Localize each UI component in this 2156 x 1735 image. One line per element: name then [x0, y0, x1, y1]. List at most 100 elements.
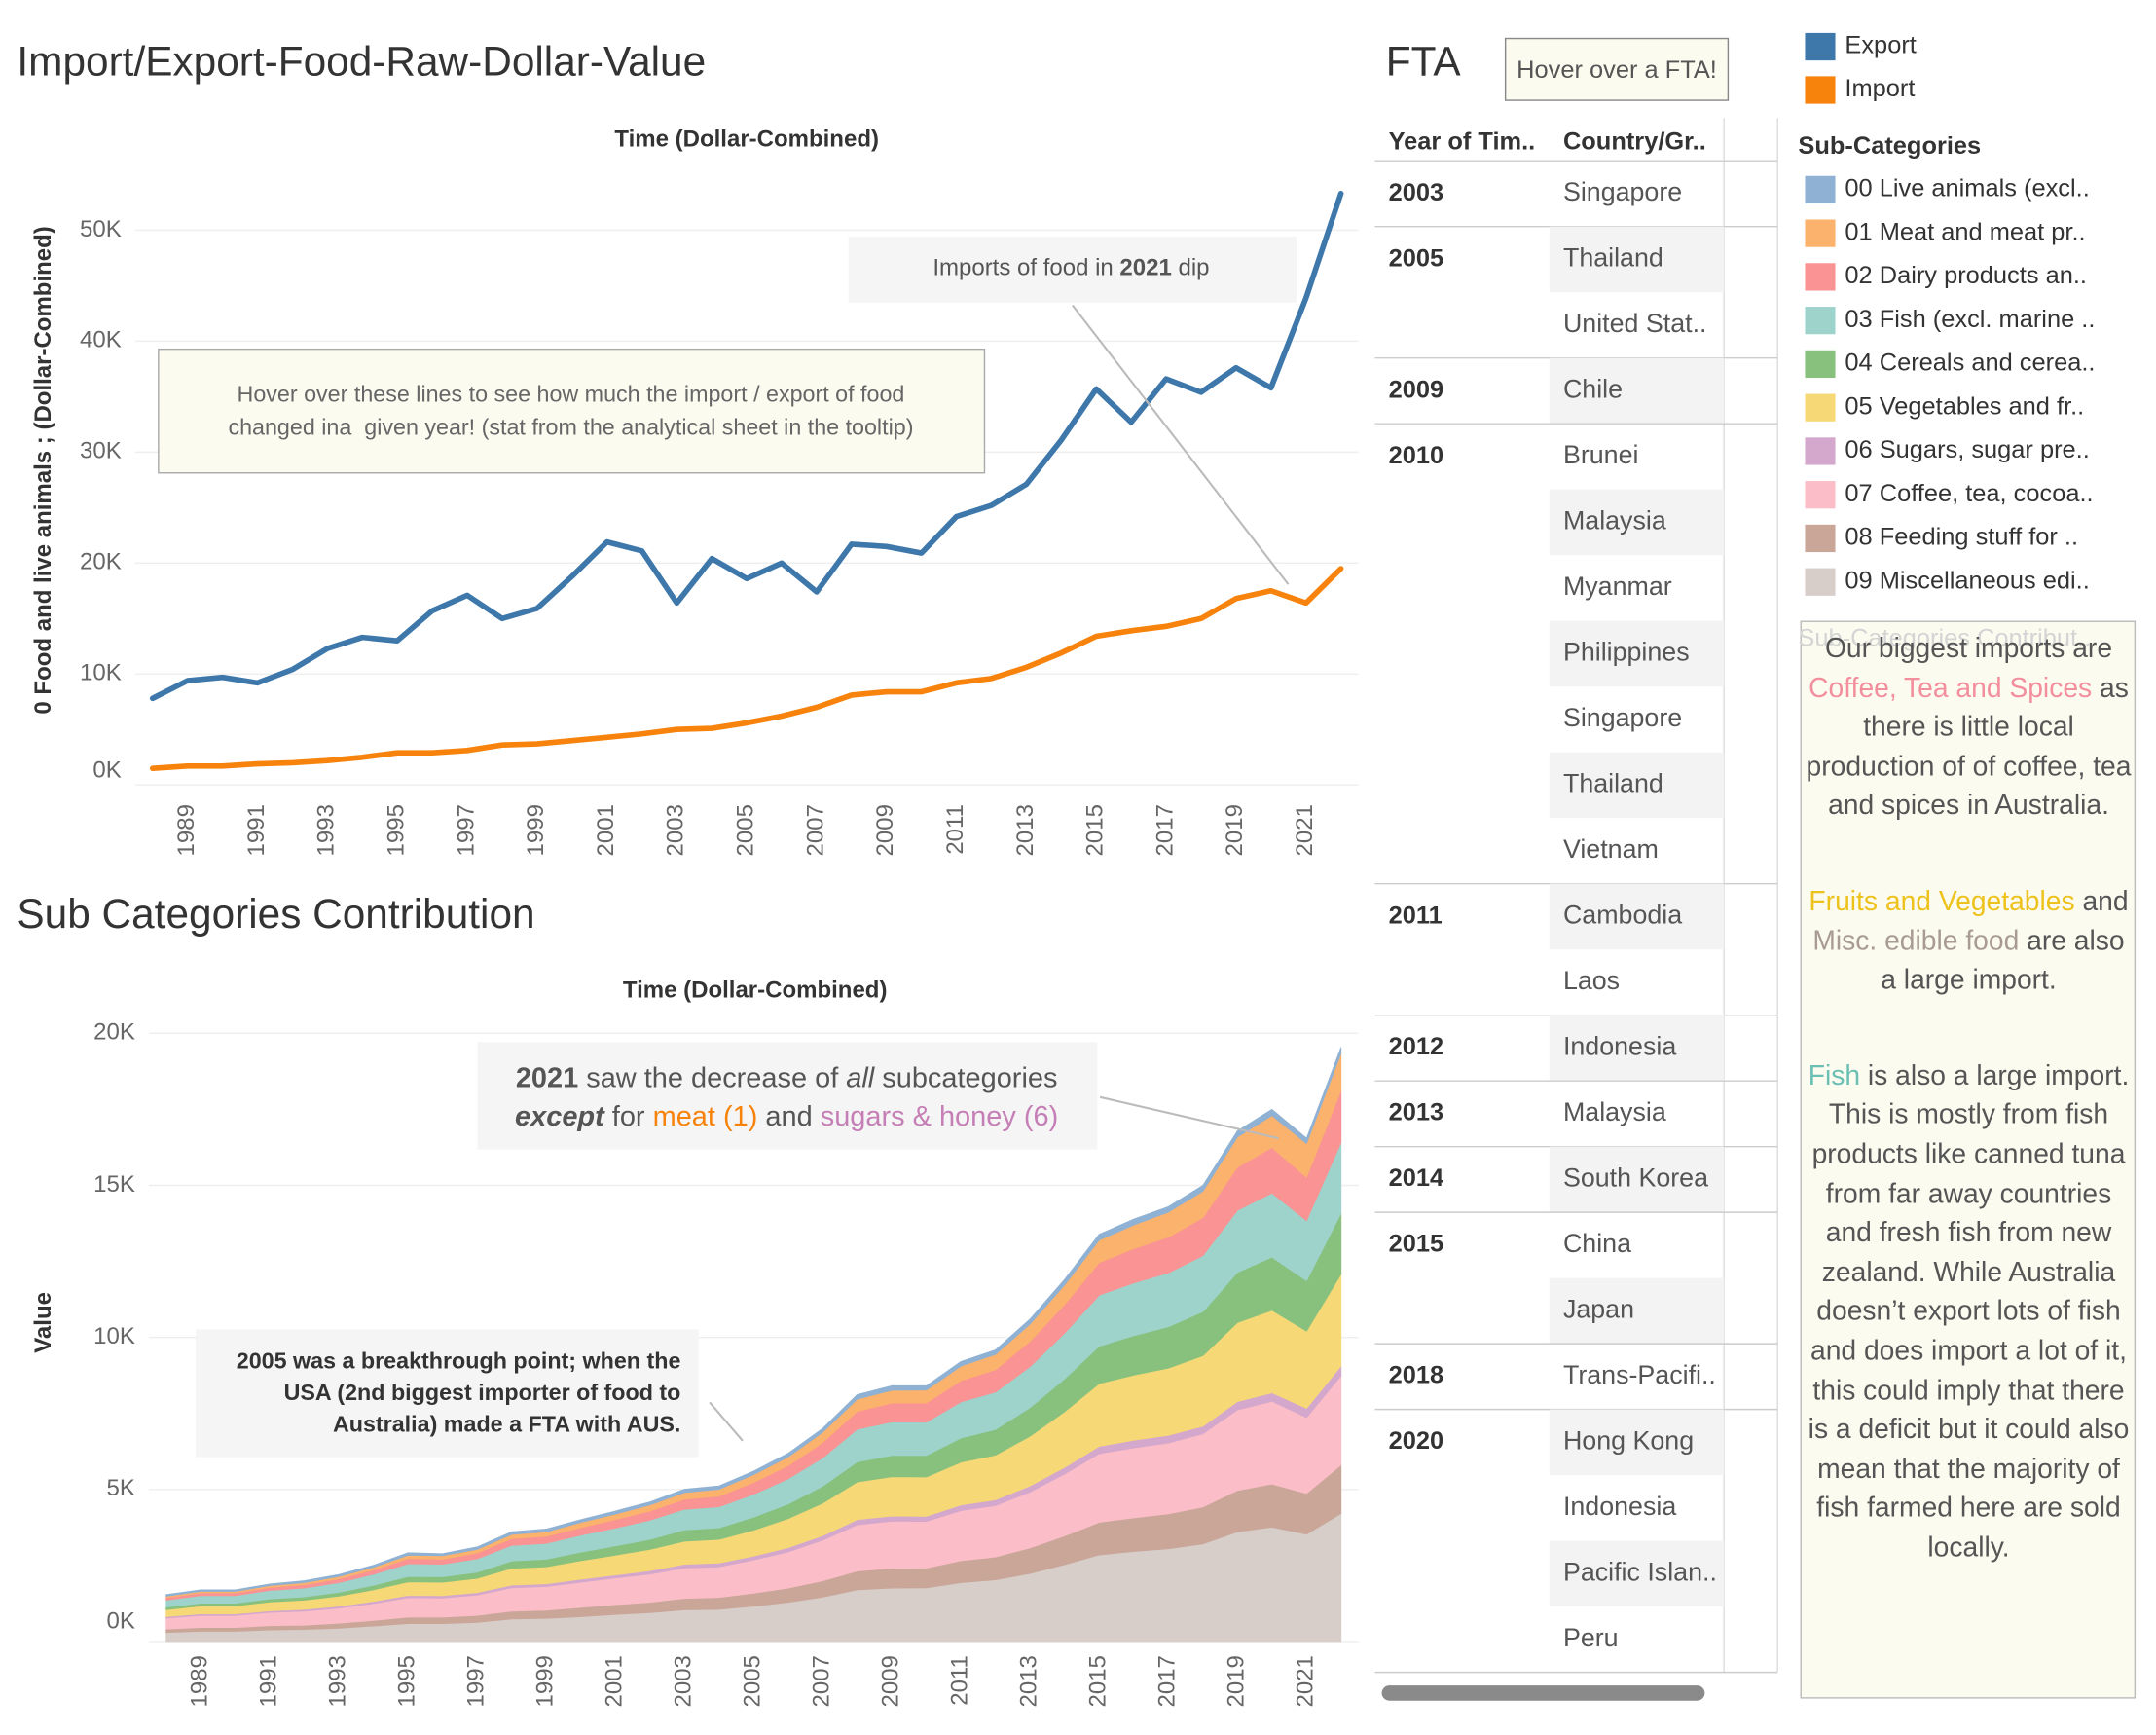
- table-country: Indonesia: [1563, 1492, 1676, 1521]
- x-tick-label: 2001: [602, 1655, 628, 1707]
- notes-box: [1800, 620, 2137, 1699]
- y-axis-title: Value: [30, 1292, 56, 1353]
- x-axis-title: Time (Dollar-Combined): [623, 977, 888, 1003]
- table-row-shade: [1549, 883, 1725, 950]
- table-country: Chile: [1563, 375, 1623, 404]
- chart-title: Import/Export-Food-Raw-Dollar-Value: [17, 39, 706, 85]
- x-tick-label: 2021: [1292, 804, 1318, 856]
- legend-label: 00 Live animals (excl..: [1845, 175, 2089, 203]
- y-tick-label: 5K: [106, 1475, 134, 1501]
- y-tick-label: 20K: [80, 549, 122, 575]
- legend-swatch: [1805, 76, 1836, 104]
- x-tick-label: 1991: [243, 804, 270, 856]
- notes-segment: is also a large import. This is mostly f…: [1808, 1060, 2130, 1564]
- table-row-shade: [1549, 1277, 1725, 1345]
- annotation-segment: meat (1): [653, 1101, 758, 1132]
- fta-tooltip: Hover over a FTA!: [1517, 56, 1717, 84]
- annotation-segment: Imports of food in: [932, 255, 1119, 281]
- notes-header: Sub-Categories Contribut..: [1798, 624, 2091, 651]
- table-country: Thailand: [1563, 243, 1663, 273]
- table-country: Philippines: [1563, 638, 1690, 667]
- x-tick-label: 2017: [1154, 1655, 1181, 1707]
- legend-swatch: [1805, 437, 1836, 465]
- annotation: changed ina given year! (stat from the a…: [228, 415, 913, 440]
- x-tick-label: 1993: [325, 1655, 351, 1707]
- table-country: China: [1563, 1229, 1631, 1258]
- x-tick-label: 2021: [1293, 1655, 1319, 1707]
- annotation-segment: changed ina given year! (stat from the a…: [228, 415, 913, 440]
- notes-segment: Our biggest imports are: [1824, 633, 2113, 665]
- fta-tooltip-box: [1504, 37, 1730, 101]
- x-tick-label: 2009: [872, 804, 898, 856]
- legend-swatch: [1805, 263, 1836, 291]
- table-country: Vietnam: [1563, 834, 1659, 864]
- table-row-shade: [1549, 752, 1725, 819]
- annotation-segment: for: [604, 1101, 653, 1132]
- x-tick-label: 1989: [173, 804, 200, 856]
- annotation: 2005 was a breakthrough point; when the: [237, 1347, 681, 1373]
- x-tick-label: 2013: [1016, 1655, 1042, 1707]
- x-tick-label: 2005: [740, 1655, 766, 1707]
- x-tick-label: 1999: [532, 1655, 559, 1707]
- table-country: Myanmar: [1563, 572, 1672, 601]
- notes-paragraph: Fruits and Vegetables and Misc. edible f…: [1804, 882, 2134, 1000]
- line: [149, 190, 1344, 702]
- y-tick-label: 40K: [80, 327, 122, 353]
- annotation-segment: dip: [1172, 255, 1210, 281]
- x-tick-label: 1999: [523, 804, 549, 856]
- legend-label: 08 Feeding stuff for ..: [1845, 524, 2078, 551]
- x-tick-label: 2003: [663, 804, 689, 856]
- legend-label: 02 Dairy products an..: [1845, 262, 2087, 289]
- notes-segment: and: [2074, 886, 2129, 917]
- x-tick-label: 2011: [947, 1655, 973, 1706]
- notes-segment: as there is little local production of o…: [1806, 673, 2132, 822]
- notes-paragraph: Fish is also a large import. This is mos…: [1804, 1057, 2134, 1569]
- x-tick-label: 2019: [1224, 1655, 1250, 1707]
- table-year: 2018: [1389, 1362, 1444, 1389]
- annotation: Australia) made a FTA with AUS.: [333, 1411, 680, 1436]
- annotation-segment: all: [846, 1062, 876, 1093]
- table-year: 2009: [1389, 376, 1444, 403]
- legend-swatch: [1805, 307, 1836, 335]
- legend-label: 05 Vegetables and fr..: [1845, 392, 2084, 420]
- annotation: except for meat (1) and sugars & honey (…: [515, 1101, 1058, 1132]
- annotation-segment: 2021: [516, 1062, 578, 1093]
- y-tick-label: 0K: [106, 1608, 134, 1635]
- table-year: 2010: [1389, 442, 1444, 469]
- x-tick-label: 1993: [313, 804, 340, 856]
- line: [149, 566, 1344, 772]
- x-tick-label: 2017: [1151, 804, 1178, 856]
- table-year: 2015: [1389, 1231, 1444, 1258]
- scrollbar[interactable]: [1381, 1685, 1705, 1701]
- annotation-segment: sugars & honey (6): [821, 1101, 1059, 1132]
- table-year: 2014: [1389, 1164, 1444, 1192]
- y-tick-label: 0K: [92, 757, 121, 784]
- table-row-shade: [1549, 357, 1725, 425]
- x-tick-label: 1995: [383, 804, 409, 856]
- annotation-segment: 2021: [1119, 255, 1171, 281]
- table-country: Singapore: [1563, 177, 1682, 206]
- notes-text: Our biggest imports are Coffee, Tea and …: [1804, 630, 2134, 1569]
- table-row-shade: [1549, 1015, 1725, 1082]
- legend-label: 04 Cereals and cerea..: [1845, 350, 2095, 377]
- x-tick-label: 1997: [463, 1655, 490, 1707]
- notes-segment: are also a large import.: [1881, 926, 2125, 996]
- x-tick-label: 2015: [1085, 1655, 1112, 1707]
- annotation: USA (2nd biggest importer of food to: [284, 1380, 681, 1405]
- y-tick-label: 50K: [80, 216, 122, 242]
- legend-label: Import: [1845, 75, 1915, 102]
- table-country: Thailand: [1563, 769, 1663, 798]
- legend-swatch: [1805, 568, 1836, 596]
- x-tick-label: 1989: [187, 1655, 213, 1707]
- table-year: 2013: [1389, 1099, 1444, 1126]
- legend-label: 01 Meat and meat pr..: [1845, 218, 2085, 245]
- table-country: Japan: [1563, 1295, 1634, 1324]
- annotation-segment: Australia) made a FTA with AUS.: [333, 1411, 680, 1436]
- table-country: Singapore: [1563, 703, 1682, 732]
- legend-swatch: [1805, 393, 1836, 422]
- table-header: Year of Tim..: [1389, 129, 1536, 156]
- table-country: Indonesia: [1563, 1032, 1676, 1061]
- table-country: South Korea: [1563, 1163, 1708, 1193]
